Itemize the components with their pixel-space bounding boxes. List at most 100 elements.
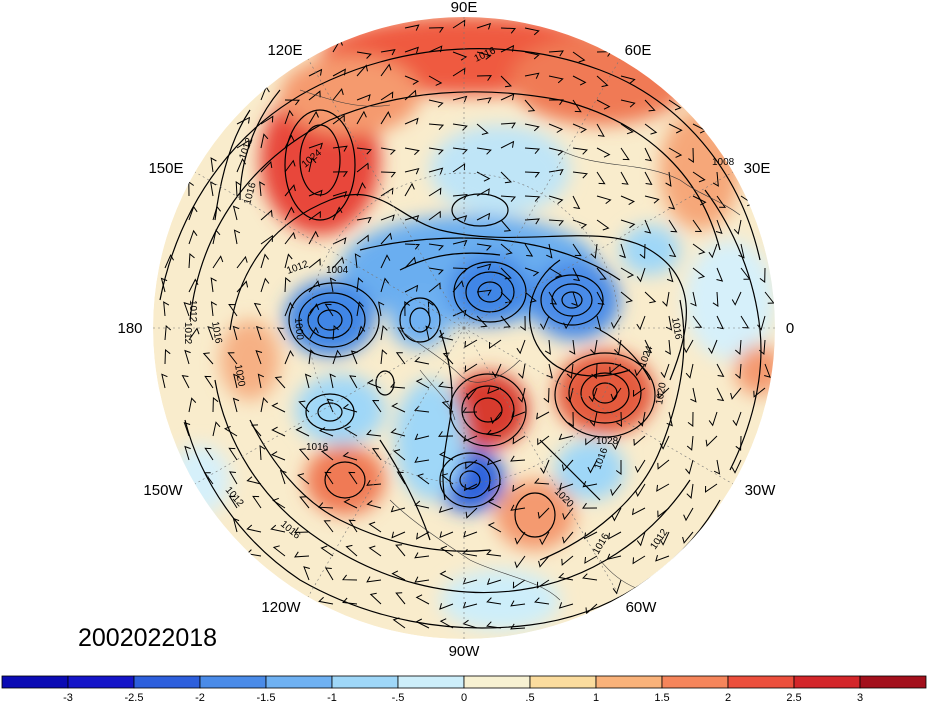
wind-barb <box>582 573 598 581</box>
wind-barb <box>657 507 670 518</box>
wind-barb <box>657 387 670 399</box>
wind-barb <box>369 592 382 605</box>
wind-barb <box>356 147 372 155</box>
wind-barb <box>536 579 550 589</box>
wind-barb <box>715 219 723 234</box>
wind-barb <box>210 301 217 317</box>
wind-barb <box>414 552 430 559</box>
wind-barb <box>438 332 454 341</box>
wind-barb <box>428 27 444 33</box>
wind-barb <box>161 373 168 389</box>
wind-barb <box>308 68 323 77</box>
wind-barb <box>620 195 636 206</box>
wind-barb <box>572 267 581 282</box>
wind-barb <box>438 431 454 437</box>
wind-barb <box>380 171 397 178</box>
wind-barb <box>488 483 502 492</box>
wind-barb <box>395 592 406 605</box>
wind-barb <box>380 232 393 245</box>
wind-barb <box>227 352 238 365</box>
colorbar-tick-label: 0 <box>461 692 467 702</box>
wind-barb <box>260 277 270 293</box>
colorbar-box <box>265 675 333 689</box>
wind-barb <box>212 396 219 413</box>
wind-barb <box>668 219 678 233</box>
wind-barb <box>562 507 574 521</box>
wind-barb <box>284 109 294 125</box>
wind-barb <box>207 326 214 341</box>
wind-barb <box>428 123 445 131</box>
wind-barb <box>644 147 652 162</box>
wind-barb <box>463 435 478 443</box>
wind-barb <box>228 303 238 317</box>
wind-barb <box>188 252 195 269</box>
wind-barb <box>414 433 430 441</box>
wind-barb <box>588 387 598 403</box>
wind-barb <box>210 181 217 197</box>
wind-barb <box>284 206 295 221</box>
wind-barb <box>438 450 454 461</box>
wind-barb <box>452 280 464 293</box>
wind-barb <box>692 171 706 183</box>
wind-barb <box>620 267 635 278</box>
wind-barb <box>538 555 550 568</box>
wind-barb <box>536 411 550 420</box>
wind-barb <box>427 301 434 317</box>
wind-barb <box>524 147 541 155</box>
wind-barb <box>212 255 224 269</box>
wind-barb <box>524 27 540 36</box>
wind-barb <box>610 483 622 497</box>
wind-barb <box>332 324 339 341</box>
wind-barb <box>354 253 361 269</box>
wind-barb <box>428 282 441 293</box>
wind-barb <box>380 325 388 341</box>
wind-barb <box>548 219 565 226</box>
wind-barb <box>634 459 646 473</box>
wind-barb <box>308 110 319 125</box>
lon-label-150e: 150E <box>148 160 183 177</box>
wind-barb <box>295 426 310 437</box>
wind-barb <box>512 579 526 589</box>
wind-barb <box>582 502 598 509</box>
wind-barb <box>510 600 526 607</box>
wind-barb <box>404 75 420 85</box>
wind-barb <box>232 325 240 341</box>
wind-barb <box>356 216 372 224</box>
wind-barb <box>164 348 171 365</box>
wind-barb <box>236 139 250 149</box>
wind-barb <box>487 522 502 533</box>
wind-barb <box>486 429 502 437</box>
wind-barb <box>596 219 610 231</box>
wind-barb <box>442 352 454 365</box>
isobar-label: 1012 <box>187 300 198 323</box>
wind-barb <box>270 524 286 533</box>
wind-barb <box>514 531 526 545</box>
wind-barb <box>688 147 694 163</box>
wind-barb <box>308 189 323 197</box>
wind-barb <box>260 160 273 173</box>
wind-barb <box>380 187 394 197</box>
wind-barb <box>329 277 337 293</box>
wind-barb <box>464 339 478 349</box>
wind-barb <box>548 75 564 84</box>
wind-barb <box>428 147 444 155</box>
wind-barb <box>666 411 673 427</box>
wind-barb <box>380 214 395 222</box>
wind-barb <box>500 93 515 101</box>
wind-barb <box>308 258 321 269</box>
wind-barb <box>183 422 191 437</box>
wind-barb <box>415 378 430 389</box>
wind-barb <box>188 397 197 413</box>
wind-barb <box>404 24 420 31</box>
wind-barb <box>428 167 444 175</box>
wind-barb <box>512 435 526 445</box>
wind-barb <box>416 531 430 540</box>
wind-barb <box>404 147 420 156</box>
wind-barb <box>350 350 358 365</box>
wind-barb <box>329 373 336 389</box>
wind-barb <box>690 387 697 403</box>
wind-barb <box>487 387 502 395</box>
wind-barb <box>616 411 623 427</box>
isobar-label: 1016 <box>209 321 224 345</box>
